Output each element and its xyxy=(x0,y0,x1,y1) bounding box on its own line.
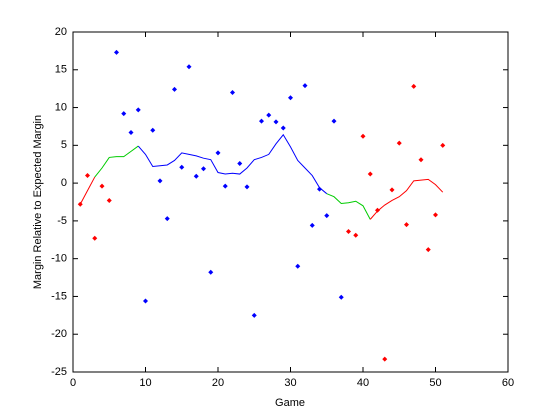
point xyxy=(418,157,424,163)
y-tick-label: 5 xyxy=(61,139,67,151)
point xyxy=(128,129,134,135)
point xyxy=(114,49,119,55)
point xyxy=(309,222,315,228)
x-axis-label: Game xyxy=(275,397,305,409)
x-tick-label: 30 xyxy=(284,377,296,389)
point xyxy=(251,312,257,318)
plot-box xyxy=(72,31,509,373)
point xyxy=(346,228,351,234)
y-tick-label: 20 xyxy=(55,26,67,38)
y-tick-label: 10 xyxy=(55,101,67,113)
point xyxy=(230,89,235,95)
point xyxy=(353,232,359,238)
y-tick-label: 15 xyxy=(55,64,67,76)
point xyxy=(360,133,366,139)
point xyxy=(317,186,322,192)
x-tick-label: 50 xyxy=(429,377,441,389)
point xyxy=(295,263,301,269)
point xyxy=(121,111,127,117)
x-tick-label: 0 xyxy=(70,377,76,389)
point xyxy=(201,166,206,172)
point xyxy=(215,150,221,156)
point xyxy=(367,171,373,177)
point xyxy=(157,178,163,184)
line xyxy=(137,133,328,195)
point xyxy=(324,213,330,219)
point xyxy=(244,184,250,190)
point xyxy=(411,83,417,89)
y-tick-label: -5 xyxy=(57,215,67,227)
point xyxy=(302,83,308,89)
point xyxy=(375,207,380,213)
point xyxy=(135,107,141,113)
y-tick-label: -10 xyxy=(51,253,67,265)
point xyxy=(338,294,344,300)
x-tick-label: 60 xyxy=(502,377,514,389)
x-tick-label: 40 xyxy=(357,377,369,389)
point xyxy=(164,216,170,222)
point xyxy=(85,173,90,179)
point xyxy=(106,197,112,203)
point xyxy=(172,86,177,92)
y-tick-label: 0 xyxy=(61,177,67,189)
line xyxy=(79,176,96,205)
x-tick-label: 20 xyxy=(212,377,224,389)
point xyxy=(143,298,148,304)
point xyxy=(389,187,395,193)
point xyxy=(193,173,199,179)
y-axis-label: Margin Relative to Expected Margin xyxy=(32,115,44,289)
point xyxy=(273,119,279,125)
point xyxy=(99,183,105,189)
point xyxy=(382,356,388,362)
point xyxy=(222,183,228,189)
point xyxy=(150,127,156,133)
point xyxy=(259,118,264,124)
line xyxy=(326,193,371,220)
y-tick-label: -15 xyxy=(51,290,67,302)
point xyxy=(425,247,431,253)
point xyxy=(433,212,438,218)
point xyxy=(186,64,192,70)
point xyxy=(92,235,98,241)
point xyxy=(208,269,214,275)
point xyxy=(331,118,337,124)
point xyxy=(440,142,446,148)
point xyxy=(237,160,243,166)
point xyxy=(266,112,272,118)
point xyxy=(280,125,286,131)
x-tick-label: 10 xyxy=(139,377,151,389)
y-tick-label: -20 xyxy=(51,328,67,340)
point xyxy=(288,95,293,101)
point xyxy=(396,140,402,146)
point xyxy=(179,164,185,170)
line xyxy=(369,178,444,220)
point xyxy=(404,222,409,228)
line xyxy=(94,145,139,178)
y-tick-label: -25 xyxy=(51,366,67,378)
